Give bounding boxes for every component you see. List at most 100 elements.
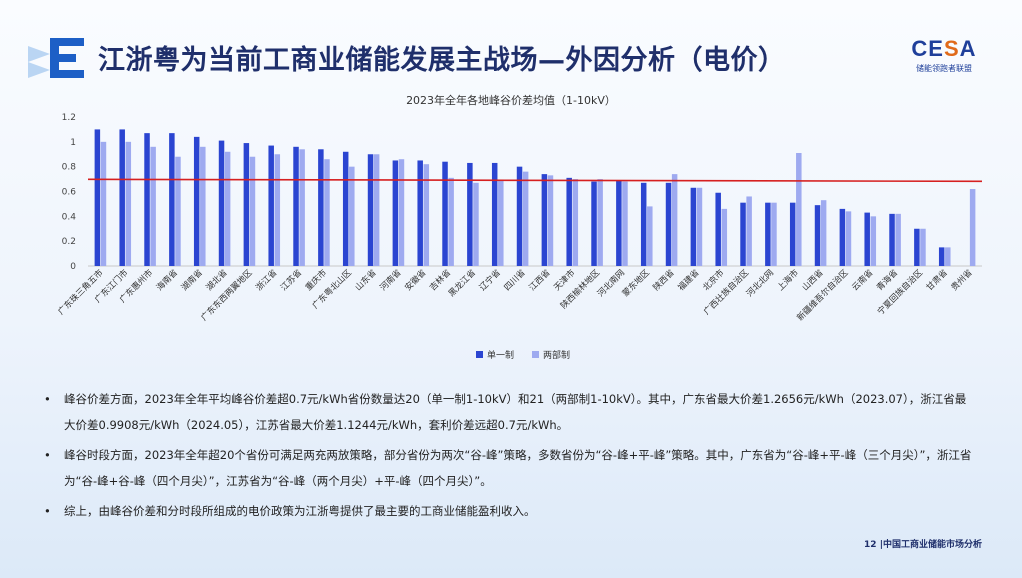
x-tick-label: 辽宁省 xyxy=(477,267,503,293)
x-tick-label: 江西省 xyxy=(527,267,553,293)
bullet-list: • 峰谷价差方面，2023年全年平均峰谷价差超0.7元/kWh省份数量达20（单… xyxy=(44,386,974,524)
chart-title: 2023年全年各地峰谷价差均值（1-10kV） xyxy=(406,94,616,107)
bar-single xyxy=(665,182,672,266)
bar-two-part xyxy=(324,159,330,266)
legend-swatch-two-part xyxy=(532,351,540,358)
bar-single xyxy=(789,202,796,266)
legend-item-single: 单一制 xyxy=(476,348,514,361)
bar-two-part xyxy=(945,247,951,266)
bar-two-part xyxy=(224,151,231,266)
slide-title: 江浙粤为当前工商业储能发展主战场—外因分析（电价） xyxy=(98,45,786,76)
bullet-item: • 综上，由峰谷价差和分时段所组成的电价政策为江浙粤提供了最主要的工商业储能盈利… xyxy=(44,498,974,524)
bar-single xyxy=(566,177,572,266)
bar-single xyxy=(193,136,200,266)
reference-line xyxy=(87,178,983,183)
bar-two-part xyxy=(622,181,628,266)
bar-two-part xyxy=(845,211,852,266)
bar-two-part xyxy=(920,228,926,266)
y-tick-label: 0.8 xyxy=(62,163,77,173)
x-tick-label: 甘肃省 xyxy=(924,267,950,293)
brand-mark: CESA xyxy=(911,36,977,61)
bar-two-part xyxy=(771,202,777,266)
bar-two-part xyxy=(100,141,107,266)
bar-two-part xyxy=(423,164,430,266)
bar-single xyxy=(169,133,175,266)
bar-single xyxy=(417,160,423,266)
bar-two-part xyxy=(200,146,206,266)
x-tick-label: 海南省 xyxy=(154,267,180,293)
legend-label-single: 单一制 xyxy=(487,351,515,361)
chart-legend: 单一制 两部制 xyxy=(476,348,570,361)
bar-single xyxy=(144,133,150,266)
bar-two-part xyxy=(349,166,355,266)
bar-two-part xyxy=(721,208,728,266)
bar-two-part xyxy=(671,174,678,266)
bar-two-part xyxy=(547,175,554,266)
footer-text: 中国工商业储能市场分析 xyxy=(882,540,982,550)
bar-two-part xyxy=(895,213,901,266)
bar-single xyxy=(467,162,473,266)
x-tick-label: 江苏省 xyxy=(278,267,304,293)
y-tick-label: 1.2 xyxy=(62,113,76,123)
bar-single xyxy=(889,213,895,266)
x-tick-label: 浙江省 xyxy=(254,267,280,293)
x-tick-label: 上海市 xyxy=(775,267,801,293)
x-tick-label: 黑龙江省 xyxy=(446,267,478,299)
bar-two-part xyxy=(796,153,802,266)
bar-two-part xyxy=(597,179,603,266)
bullet-dot-icon: • xyxy=(44,448,51,462)
x-tick-label: 河北北网 xyxy=(744,267,776,299)
bar-two-part xyxy=(870,216,877,266)
bar-single xyxy=(392,160,399,266)
bar-two-part xyxy=(398,159,405,266)
bar-two-part xyxy=(448,177,454,266)
bar-two-part xyxy=(175,156,181,266)
bar-single xyxy=(94,129,101,266)
brand-logo: CESA 储能领跑者联盟 xyxy=(904,38,984,74)
x-tick-label: 四川省 xyxy=(502,267,528,293)
bar-single xyxy=(938,247,945,266)
bar-two-part xyxy=(820,200,827,266)
y-tick-label: 0 xyxy=(70,262,76,272)
y-tick-label: 0.6 xyxy=(62,188,77,198)
bullet-item: • 峰谷价差方面，2023年全年平均峰谷价差超0.7元/kWh省份数量达20（单… xyxy=(44,386,974,438)
x-tick-label: 云南省 xyxy=(850,267,876,293)
x-tick-label: 安徽省 xyxy=(403,267,429,293)
bar-single xyxy=(640,182,647,266)
bar-single xyxy=(591,181,597,266)
bar-two-part xyxy=(125,141,132,266)
bar-single xyxy=(740,202,746,266)
y-tick-label: 0.4 xyxy=(62,212,77,222)
bar-two-part xyxy=(522,171,529,266)
bar-single xyxy=(268,145,274,266)
bar-two-part xyxy=(299,149,305,266)
bar-single xyxy=(839,208,846,266)
bar-single xyxy=(864,212,870,266)
bar-single xyxy=(715,192,721,266)
bar-single xyxy=(442,161,448,266)
y-tick-label: 1 xyxy=(70,138,76,148)
bar-single xyxy=(814,205,821,266)
logo-icon xyxy=(28,38,84,78)
bar-single xyxy=(243,143,250,266)
bar-two-part xyxy=(647,206,653,266)
bullet-dot-icon: • xyxy=(44,504,51,518)
bar-two-part xyxy=(498,180,504,266)
bullet-text-time-periods: 峰谷时段方面，2023年全年超20个省份可满足两充两放策略，部分省份为两次“谷-… xyxy=(64,448,972,488)
bullet-text-price-gap: 峰谷价差方面，2023年全年平均峰谷价差超0.7元/kWh省份数量达20（单一制… xyxy=(64,392,967,432)
bar-two-part xyxy=(969,189,976,266)
bar-two-part xyxy=(249,156,256,266)
bar-single xyxy=(293,146,299,266)
y-tick-label: 0.2 xyxy=(62,237,76,247)
bar-single xyxy=(516,166,523,266)
bar-two-part xyxy=(572,179,579,266)
bar-single xyxy=(616,180,622,266)
x-tick-label: 河南省 xyxy=(378,267,404,293)
legend-swatch-single xyxy=(476,351,483,358)
bar-single xyxy=(690,187,697,266)
bullet-dot-icon: • xyxy=(44,392,51,406)
bar-single xyxy=(119,129,125,266)
x-tick-label: 陕西省 xyxy=(651,267,677,293)
bar-two-part xyxy=(473,182,479,266)
